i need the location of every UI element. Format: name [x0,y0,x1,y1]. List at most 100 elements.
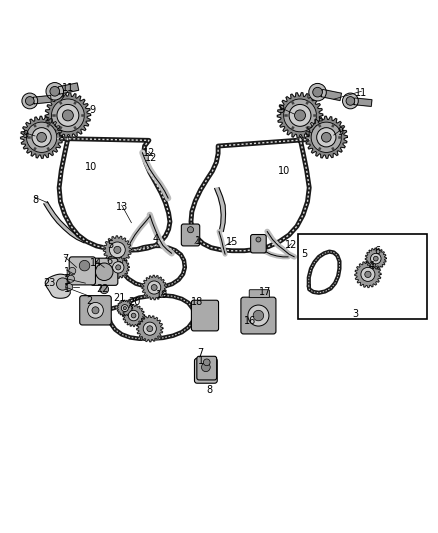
Circle shape [147,326,153,332]
Polygon shape [21,116,63,158]
Text: 6: 6 [106,256,113,266]
Polygon shape [45,93,91,138]
Circle shape [52,99,84,132]
Circle shape [203,359,210,366]
Circle shape [311,122,342,152]
Text: 12: 12 [145,153,157,163]
Circle shape [62,110,73,121]
Circle shape [346,96,355,106]
Circle shape [253,310,264,321]
Circle shape [22,93,38,109]
Text: 11: 11 [62,83,74,93]
Polygon shape [277,93,323,138]
Polygon shape [117,300,133,316]
FancyBboxPatch shape [241,297,276,334]
Circle shape [148,281,161,294]
Polygon shape [58,83,79,94]
Circle shape [187,227,194,233]
Polygon shape [44,201,88,243]
Circle shape [57,278,69,290]
Circle shape [131,313,136,318]
Circle shape [294,110,306,121]
Text: 9: 9 [278,104,284,115]
Circle shape [374,256,378,261]
Circle shape [151,285,157,290]
Circle shape [92,307,99,314]
Circle shape [25,96,34,106]
Circle shape [256,237,261,242]
Text: 11: 11 [355,88,367,99]
Text: 1: 1 [195,236,201,246]
Text: 9: 9 [90,104,96,115]
Text: 8: 8 [32,195,38,205]
Circle shape [114,246,121,253]
Circle shape [46,83,64,100]
Circle shape [289,104,311,126]
FancyBboxPatch shape [80,296,111,325]
Circle shape [313,87,322,97]
Circle shape [88,302,103,318]
Circle shape [248,305,269,326]
Text: 1: 1 [64,266,70,277]
Text: 5: 5 [301,249,307,259]
Circle shape [50,86,60,96]
Polygon shape [137,316,163,342]
Text: 1: 1 [64,276,70,286]
Text: 14: 14 [90,258,102,268]
Text: 13: 13 [116,203,128,212]
Polygon shape [103,236,131,264]
Text: 1: 1 [198,356,204,366]
Circle shape [110,242,125,258]
Circle shape [284,99,316,132]
Circle shape [32,128,51,147]
Text: 9: 9 [22,130,28,140]
Text: 8: 8 [206,385,212,395]
Text: 18: 18 [191,297,203,308]
Circle shape [371,253,381,264]
Text: 12: 12 [143,149,155,158]
Circle shape [361,268,375,281]
Text: 5: 5 [107,240,113,251]
Text: 7: 7 [198,348,204,358]
Circle shape [123,306,127,310]
FancyBboxPatch shape [194,358,217,383]
FancyBboxPatch shape [191,300,219,331]
Polygon shape [123,304,145,327]
Polygon shape [107,256,129,278]
Polygon shape [354,98,372,107]
Circle shape [309,84,326,101]
Polygon shape [45,274,70,298]
Polygon shape [215,188,226,232]
Polygon shape [142,275,166,300]
Circle shape [66,284,73,290]
Circle shape [95,263,113,280]
Circle shape [69,268,76,274]
Polygon shape [355,261,381,287]
Circle shape [67,275,74,282]
Polygon shape [33,95,51,104]
Circle shape [37,133,46,142]
Text: 3: 3 [353,309,359,319]
Text: 16: 16 [244,316,257,326]
Circle shape [79,260,90,271]
Text: 15: 15 [226,237,238,247]
Text: 4: 4 [152,235,159,244]
FancyBboxPatch shape [197,356,217,380]
Text: 2: 2 [87,296,93,305]
Text: 12: 12 [285,240,297,251]
Text: 23: 23 [43,278,55,288]
Text: 22: 22 [97,284,109,294]
FancyBboxPatch shape [69,257,95,285]
Polygon shape [365,248,386,269]
Text: 9: 9 [338,127,344,136]
Text: 10: 10 [85,161,97,172]
Text: 1: 1 [64,284,70,294]
Text: 21: 21 [113,293,125,303]
FancyBboxPatch shape [91,258,118,285]
Circle shape [317,128,336,147]
Circle shape [343,93,358,109]
Polygon shape [321,90,342,101]
Text: 17: 17 [259,287,271,297]
Circle shape [321,133,331,142]
Circle shape [121,304,128,312]
